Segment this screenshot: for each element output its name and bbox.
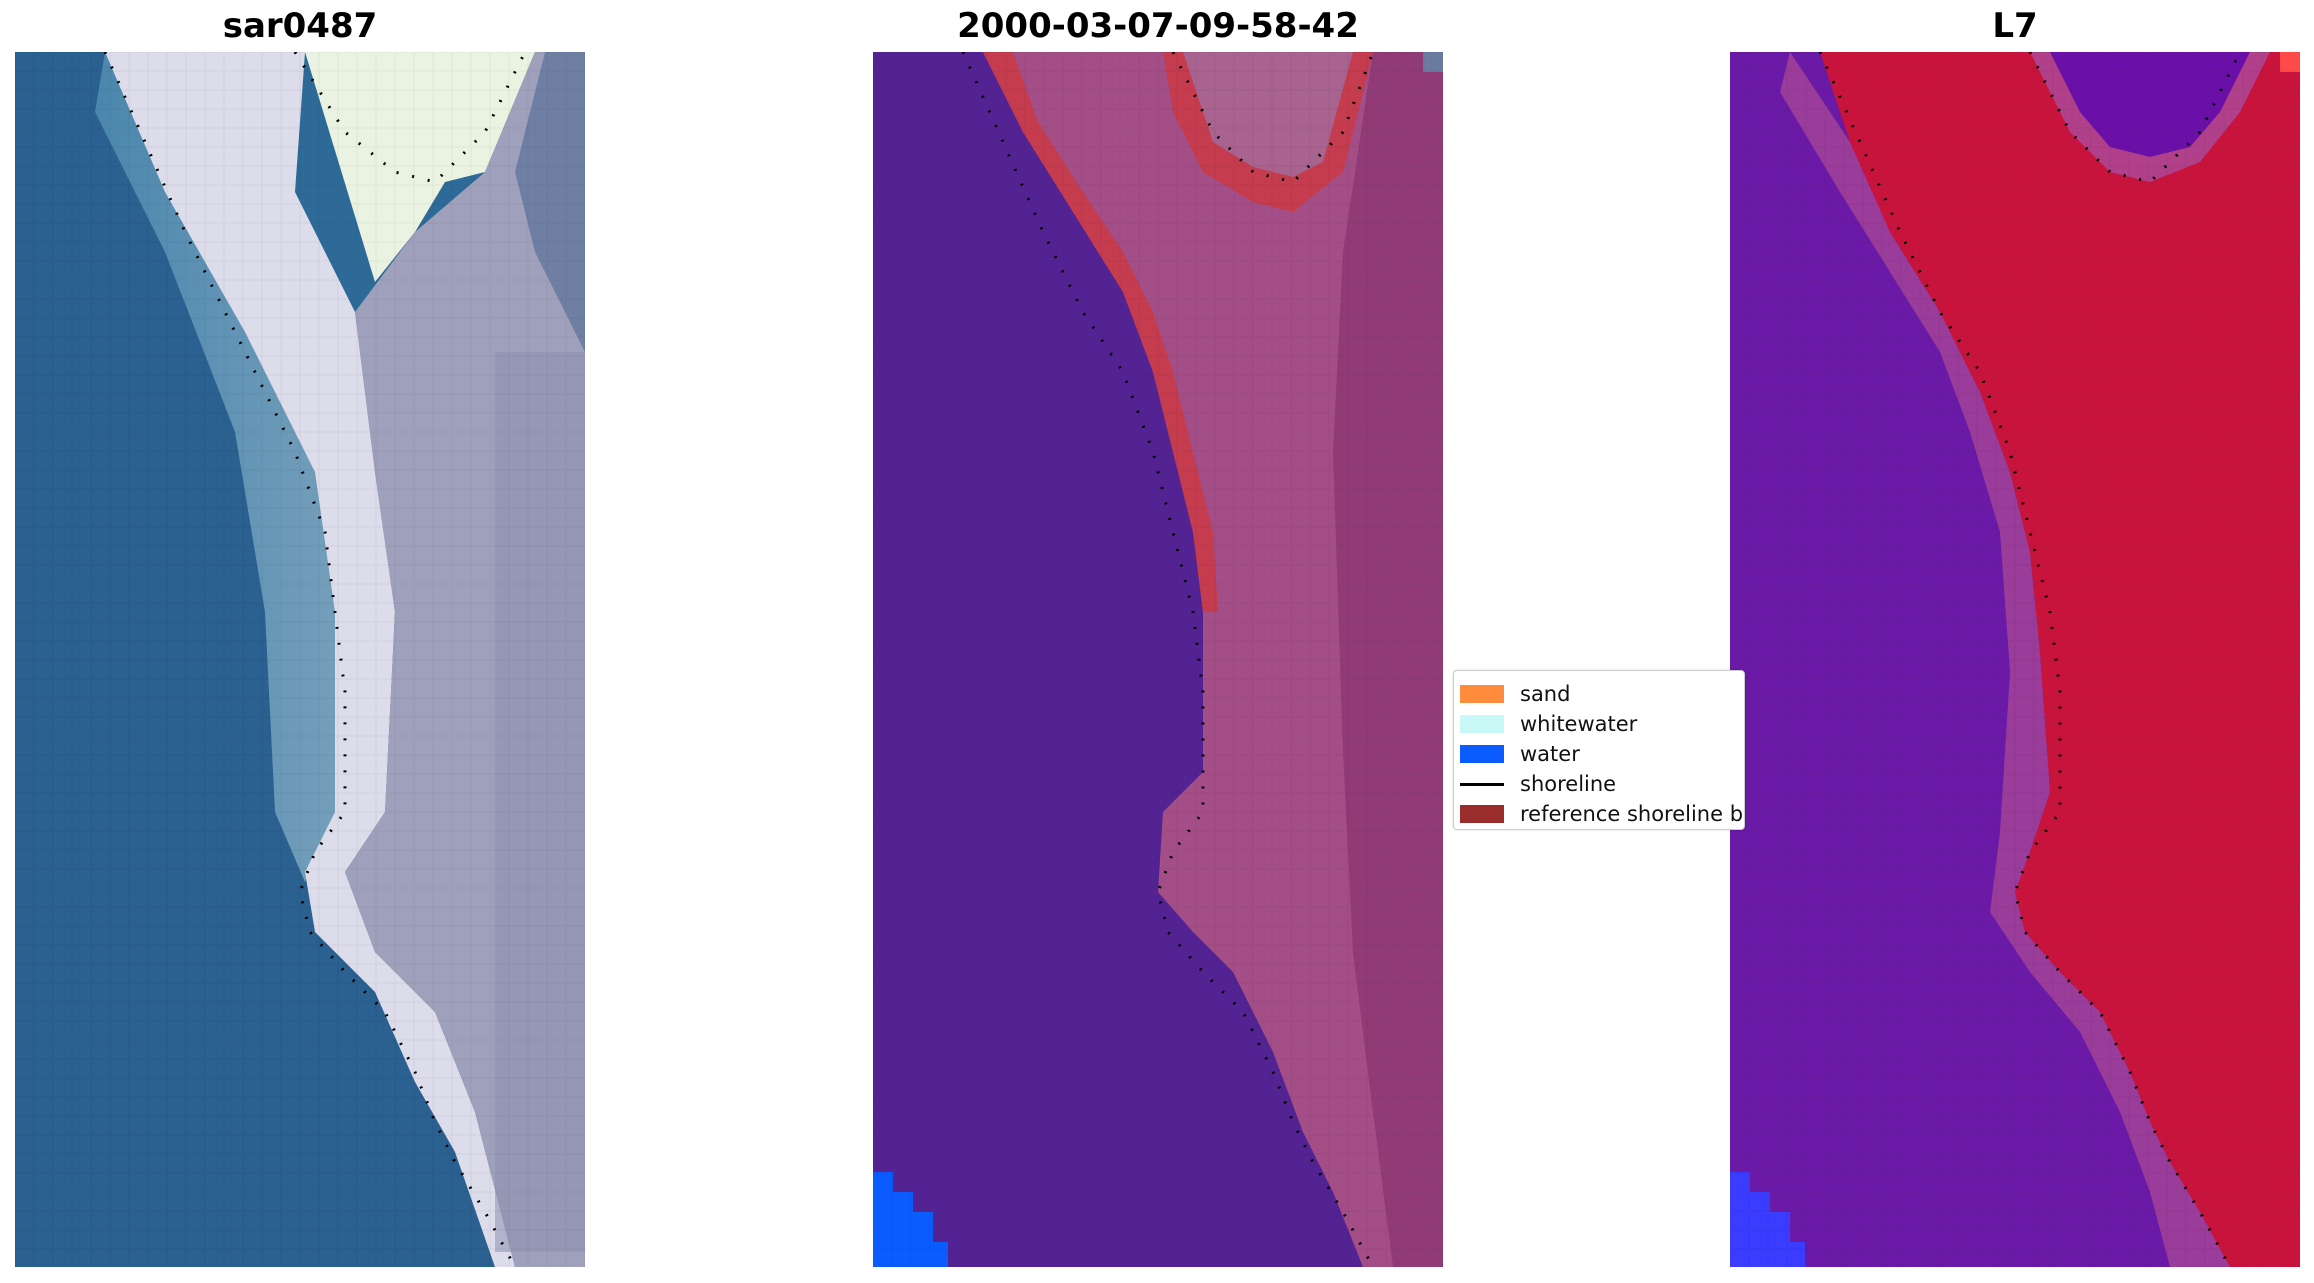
legend-item-reference-buffer: reference shoreline buffer bbox=[1460, 800, 1744, 828]
legend-label: sand bbox=[1520, 682, 1571, 706]
legend-label: whitewater bbox=[1520, 712, 1638, 736]
rgb-image-panel bbox=[15, 52, 585, 1267]
classified-image bbox=[873, 52, 1443, 1267]
sand-swatch bbox=[1460, 685, 1504, 703]
whitewater-swatch bbox=[1460, 715, 1504, 733]
water-swatch bbox=[1460, 745, 1504, 763]
legend-label: reference shoreline buffer bbox=[1520, 802, 1744, 826]
legend-label: shoreline bbox=[1520, 772, 1617, 796]
legend-item-sand: sand bbox=[1460, 680, 1570, 708]
classified-image-panel bbox=[873, 52, 1443, 1267]
legend-label: water bbox=[1520, 742, 1580, 766]
shoreline-legend-line bbox=[1460, 782, 1504, 786]
legend-item-shoreline: shoreline bbox=[1460, 770, 1616, 798]
legend-item-water: water bbox=[1460, 740, 1580, 768]
rgb-image bbox=[15, 52, 585, 1267]
index-image-panel bbox=[1730, 52, 2300, 1267]
buffer-swatch bbox=[1460, 805, 1504, 823]
panel-title-classified: 2000-03-07-09-58-42 bbox=[957, 6, 1359, 46]
legend-item-whitewater: whitewater bbox=[1460, 710, 1637, 738]
index-image bbox=[1730, 52, 2300, 1267]
panel-title-index: L7 bbox=[1992, 6, 2038, 46]
panel-title-rgb: sar0487 bbox=[222, 6, 378, 46]
legend: sand whitewater water shoreline referenc… bbox=[1453, 670, 1745, 830]
